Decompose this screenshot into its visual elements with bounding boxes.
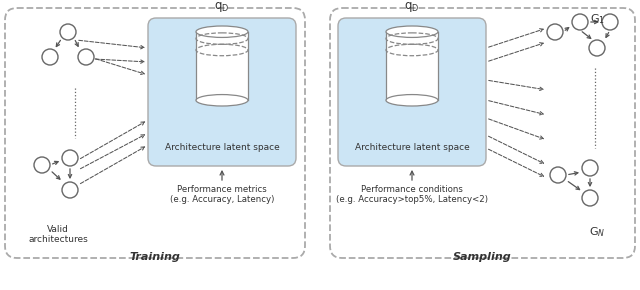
Circle shape — [547, 24, 563, 40]
Circle shape — [602, 14, 618, 30]
Circle shape — [78, 49, 94, 65]
Circle shape — [60, 24, 76, 40]
Ellipse shape — [196, 26, 248, 37]
Text: q$_{\mathrm{D}}$: q$_{\mathrm{D}}$ — [214, 0, 230, 14]
Ellipse shape — [386, 26, 438, 37]
Circle shape — [582, 160, 598, 176]
Text: G$_1$: G$_1$ — [589, 12, 605, 26]
Ellipse shape — [196, 95, 248, 106]
Circle shape — [62, 182, 78, 198]
Circle shape — [34, 157, 50, 173]
Text: q$_{\mathrm{D}}$: q$_{\mathrm{D}}$ — [404, 0, 420, 14]
Text: Architecture latent space: Architecture latent space — [355, 144, 469, 153]
Circle shape — [550, 167, 566, 183]
Circle shape — [572, 14, 588, 30]
Text: G$_N$: G$_N$ — [589, 225, 605, 239]
Text: Architecture latent space: Architecture latent space — [164, 144, 280, 153]
Bar — [386, 32, 438, 100]
FancyBboxPatch shape — [148, 18, 296, 166]
Bar — [196, 32, 248, 100]
Text: Valid
architectures: Valid architectures — [28, 225, 88, 244]
Text: Performance metrics
(e.g. Accuracy, Latency): Performance metrics (e.g. Accuracy, Late… — [170, 185, 274, 204]
Circle shape — [582, 190, 598, 206]
Circle shape — [42, 49, 58, 65]
FancyBboxPatch shape — [338, 18, 486, 166]
Ellipse shape — [386, 95, 438, 106]
Circle shape — [589, 40, 605, 56]
Text: Performance conditions
(e.g. Accuracy>top5%, Latency<2): Performance conditions (e.g. Accuracy>to… — [336, 185, 488, 204]
Text: Sampling: Sampling — [452, 252, 511, 262]
Circle shape — [62, 150, 78, 166]
Text: Training: Training — [129, 252, 180, 262]
